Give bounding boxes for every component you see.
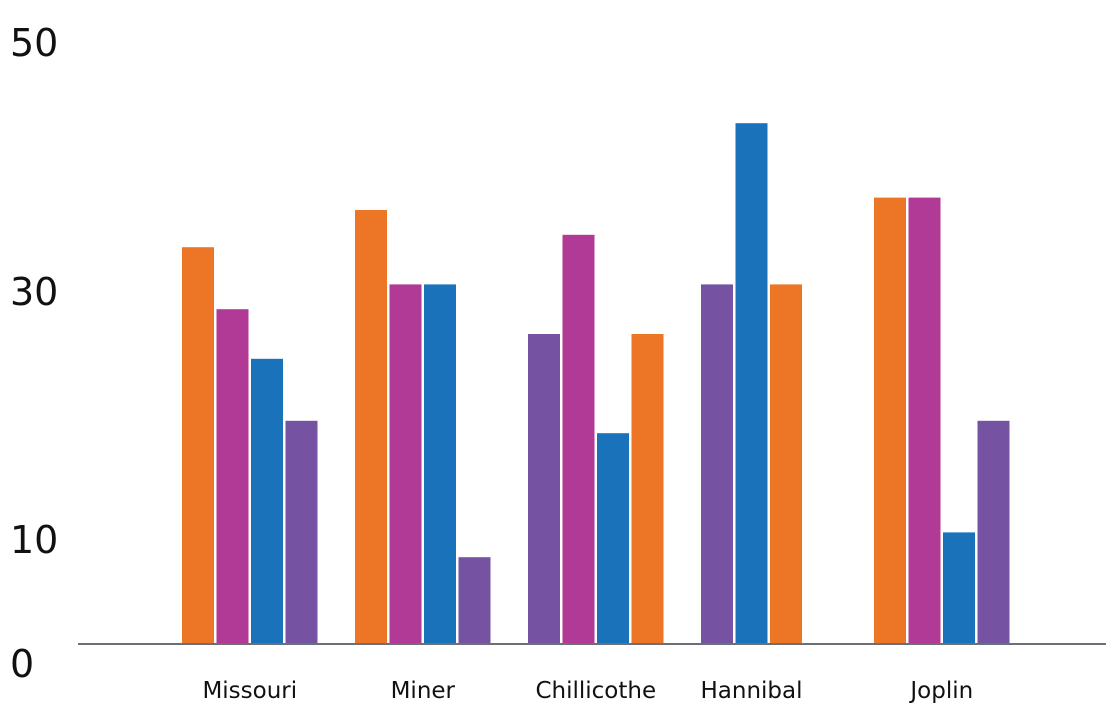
bar-joplin-4: [977, 420, 1010, 644]
y-tick-label: 30: [10, 270, 58, 314]
y-axis-ticks: 0 10 30 50: [10, 21, 58, 686]
bar-chillicothe-2: [562, 234, 595, 645]
bar-joplin-2: [908, 197, 941, 644]
bar-missouri-2: [216, 309, 249, 644]
x-tick-label: Joplin: [908, 678, 973, 704]
bar-miner-3: [424, 284, 456, 644]
bar-hannibal-3: [770, 284, 802, 644]
bar-hannibal-2: [735, 123, 768, 644]
bar-chillicothe-3: [597, 433, 629, 644]
bar-chillicothe-4: [631, 334, 664, 644]
y-tick-label: 10: [10, 518, 58, 562]
x-tick-label: Miner: [391, 678, 456, 704]
bar-missouri-3: [251, 358, 283, 644]
x-axis-ticks: Missouri Miner Chillicothe Hannibal Joplin: [202, 678, 973, 704]
x-tick-label: Chillicothe: [535, 678, 656, 704]
bar-joplin-3: [943, 532, 975, 644]
bar-missouri-1: [182, 247, 214, 644]
bar-miner-2: [389, 284, 422, 644]
y-tick-label: 0: [10, 642, 34, 686]
bar-joplin-1: [874, 197, 906, 644]
bar-miner-1: [355, 210, 387, 644]
bar-miner-4: [458, 557, 491, 644]
x-tick-label: Hannibal: [700, 678, 802, 704]
bar-chillicothe-1: [528, 334, 560, 644]
bars: [182, 123, 1010, 645]
x-tick-label: Missouri: [202, 678, 297, 704]
y-tick-label: 50: [10, 21, 58, 65]
bar-hannibal-1: [701, 284, 733, 644]
bar-missouri-4: [285, 420, 318, 644]
